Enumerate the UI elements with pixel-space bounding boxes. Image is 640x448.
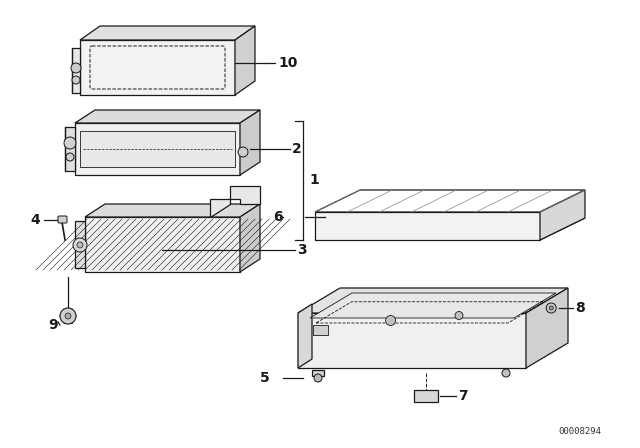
- Circle shape: [73, 238, 87, 252]
- Text: 1: 1: [309, 173, 319, 187]
- Polygon shape: [210, 186, 260, 217]
- Text: 9: 9: [48, 318, 58, 332]
- FancyBboxPatch shape: [58, 216, 67, 223]
- Circle shape: [65, 313, 71, 319]
- Circle shape: [71, 63, 81, 73]
- Polygon shape: [240, 204, 260, 272]
- Polygon shape: [85, 217, 240, 272]
- Circle shape: [502, 369, 510, 377]
- Polygon shape: [414, 390, 438, 402]
- Text: 7: 7: [458, 389, 468, 403]
- Circle shape: [66, 153, 74, 161]
- Circle shape: [314, 374, 322, 382]
- Polygon shape: [315, 218, 585, 240]
- Polygon shape: [312, 370, 324, 376]
- Circle shape: [60, 308, 76, 324]
- Text: 00008294: 00008294: [559, 427, 602, 436]
- Text: 2: 2: [292, 142, 301, 156]
- Polygon shape: [75, 123, 240, 175]
- Circle shape: [72, 76, 80, 84]
- Circle shape: [455, 311, 463, 319]
- Text: 4: 4: [30, 213, 40, 227]
- Polygon shape: [298, 313, 526, 368]
- Circle shape: [238, 147, 248, 157]
- Polygon shape: [235, 26, 255, 95]
- Polygon shape: [240, 110, 260, 175]
- Polygon shape: [65, 127, 75, 171]
- Circle shape: [77, 242, 83, 248]
- Text: 10: 10: [278, 56, 298, 70]
- Bar: [313, 325, 328, 335]
- Circle shape: [64, 137, 76, 149]
- Circle shape: [546, 303, 556, 313]
- Polygon shape: [75, 221, 85, 268]
- Polygon shape: [540, 190, 585, 240]
- Polygon shape: [80, 26, 255, 40]
- Polygon shape: [315, 190, 585, 212]
- Text: 6: 6: [273, 210, 283, 224]
- Polygon shape: [298, 304, 312, 368]
- Polygon shape: [526, 288, 568, 368]
- Polygon shape: [298, 288, 568, 313]
- Text: 5: 5: [260, 371, 270, 385]
- Polygon shape: [72, 48, 80, 93]
- Polygon shape: [315, 212, 540, 240]
- Text: 8: 8: [575, 301, 585, 315]
- Polygon shape: [310, 293, 556, 318]
- Polygon shape: [80, 40, 235, 95]
- Polygon shape: [75, 110, 260, 123]
- Text: 3: 3: [297, 243, 307, 257]
- Circle shape: [385, 315, 396, 326]
- Polygon shape: [80, 131, 235, 167]
- Polygon shape: [85, 204, 260, 217]
- Circle shape: [549, 306, 553, 310]
